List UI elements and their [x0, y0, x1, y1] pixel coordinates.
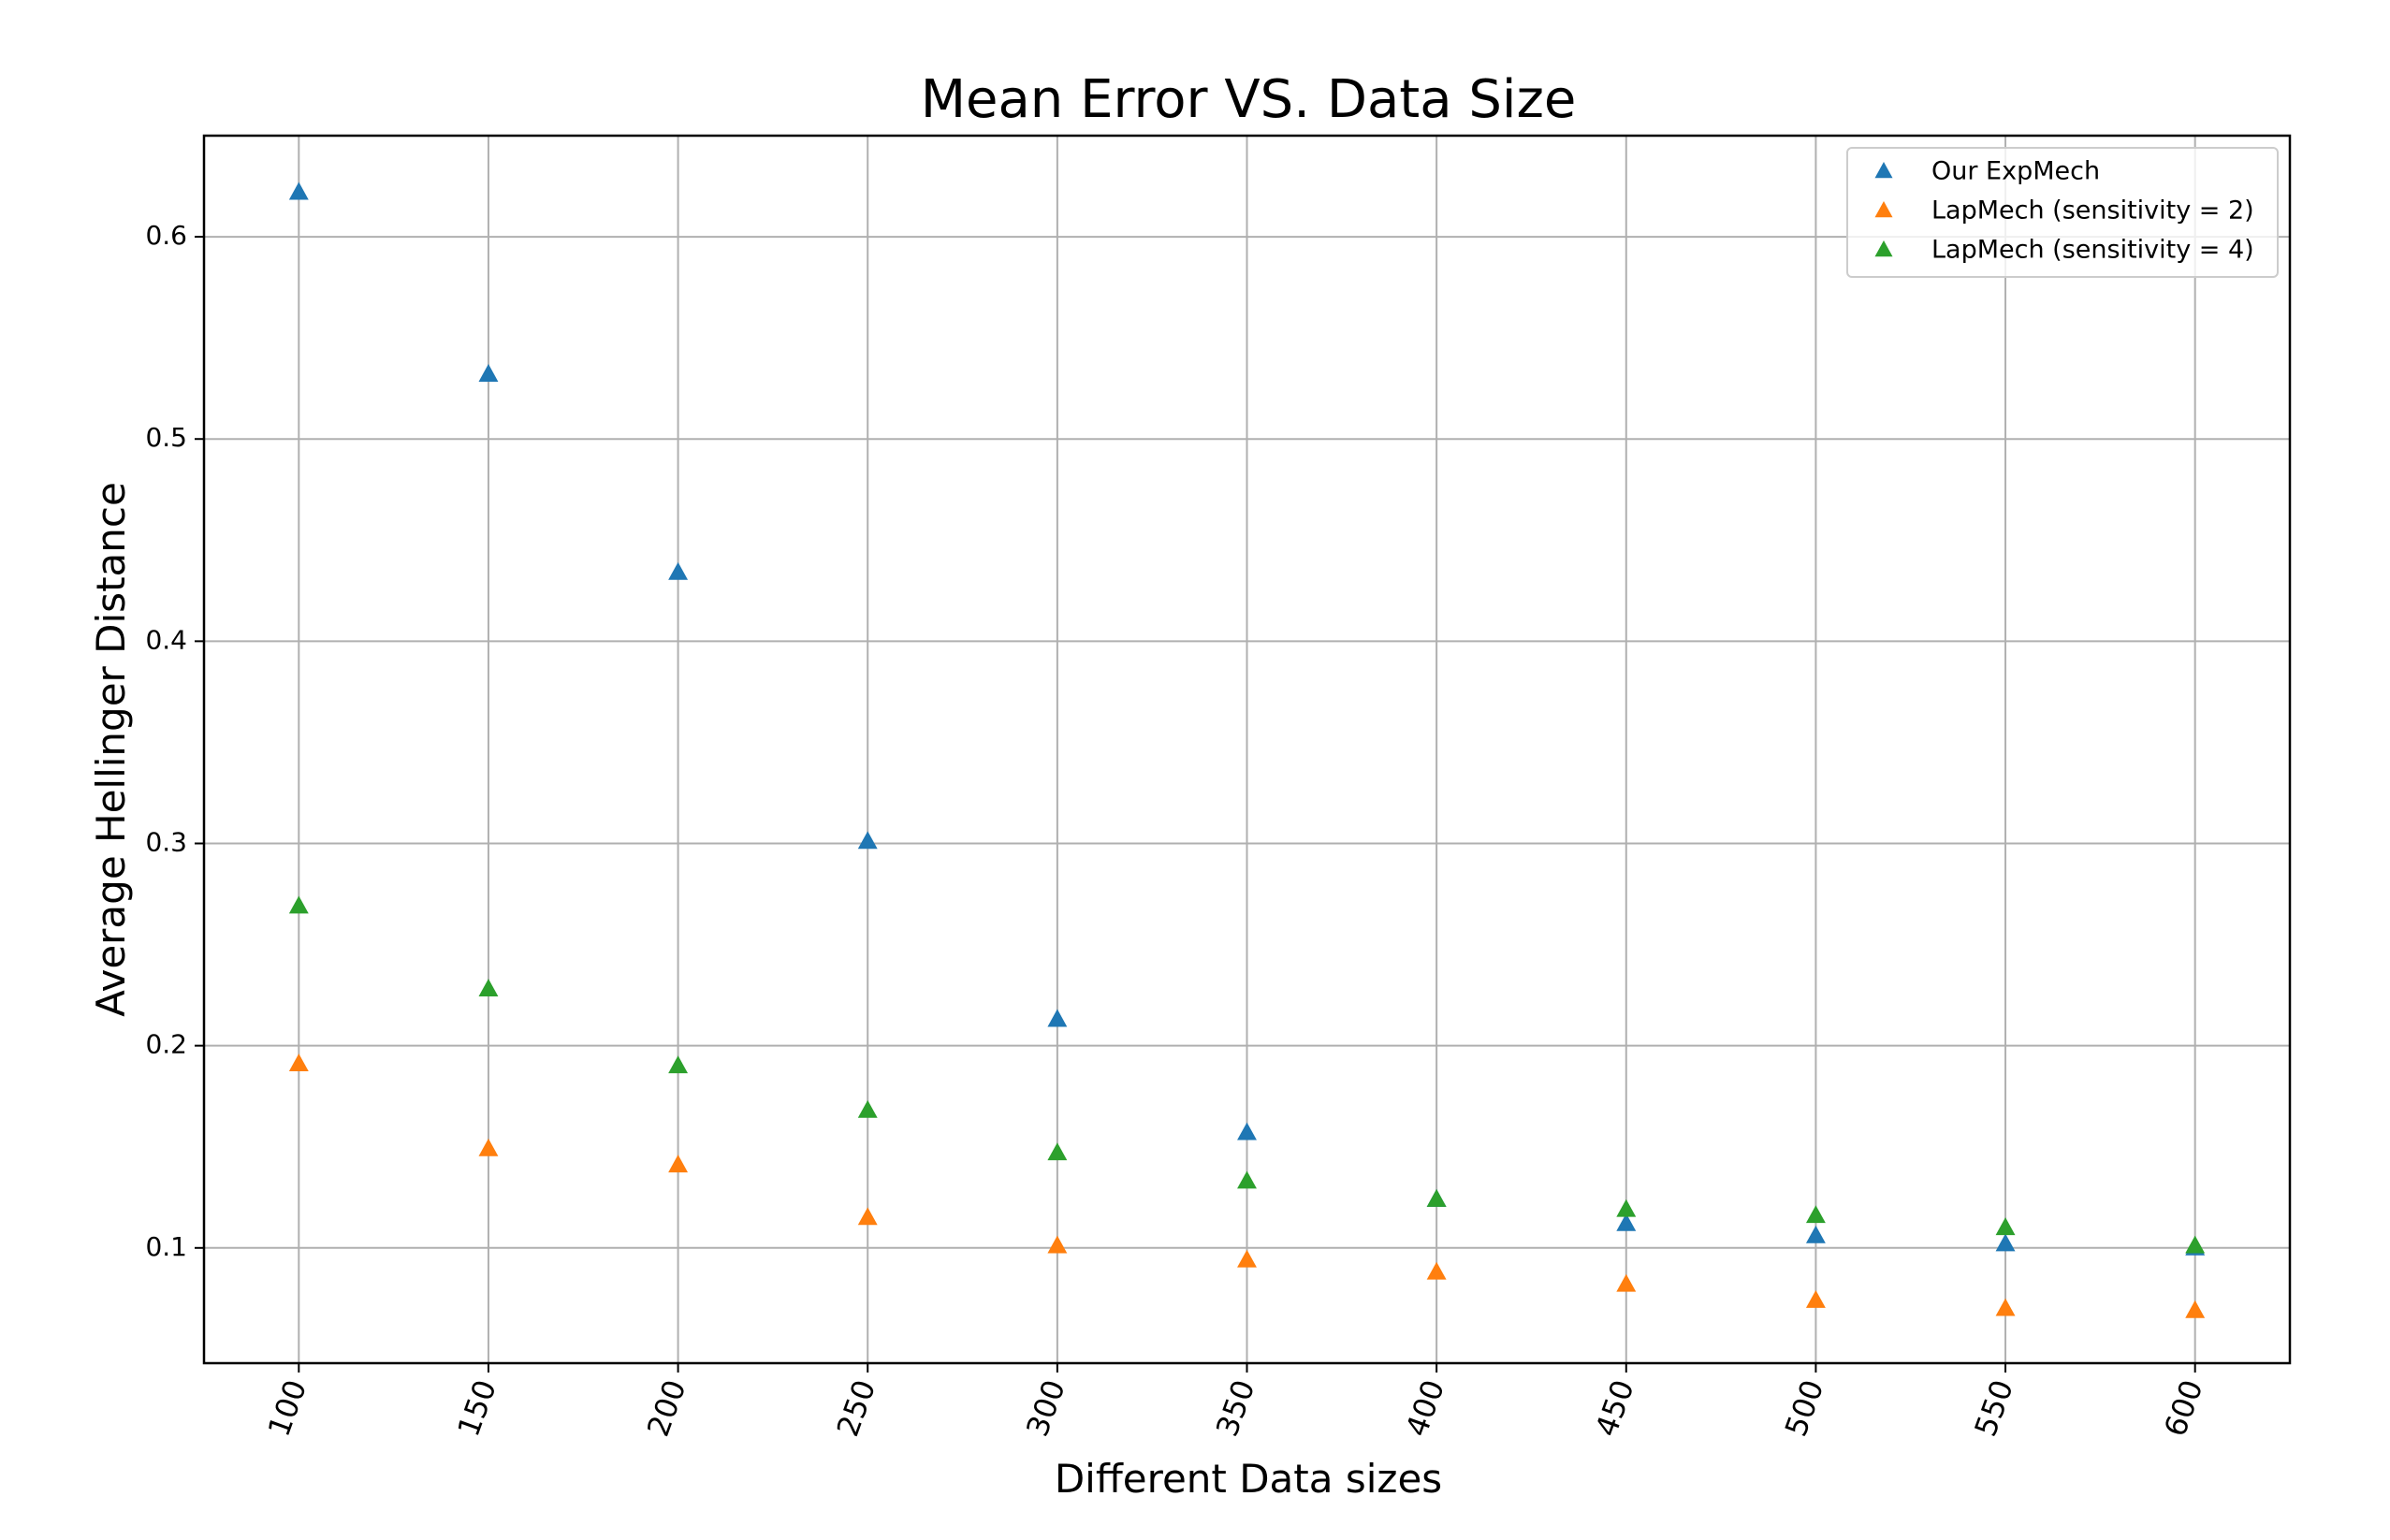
data-point-series-3	[857, 1099, 878, 1118]
data-point-series-3	[668, 1055, 689, 1074]
data-point-series-2	[1616, 1273, 1637, 1292]
legend: Our ExpMech LapMech (sensitivity = 2) LapM…	[1846, 147, 2279, 278]
data-point-series-2	[857, 1207, 878, 1226]
x-axis-label: Different Data sizes	[1055, 1456, 1442, 1502]
legend-frame	[1846, 147, 2279, 278]
data-point-series-2	[478, 1138, 499, 1156]
y-tick-label: 0.5	[145, 422, 187, 453]
x-tick-label: 600	[2157, 1375, 2210, 1441]
legend-marker	[1874, 162, 1893, 179]
x-tick-label: 250	[830, 1375, 883, 1441]
data-point-series-1	[668, 561, 689, 580]
y-tick-label: 0.4	[145, 624, 187, 655]
data-marks	[288, 182, 2206, 1318]
data-point-series-3	[1237, 1170, 1257, 1189]
data-point-series-3	[1616, 1199, 1637, 1217]
data-point-series-3	[1805, 1205, 1826, 1224]
data-point-series-3	[1426, 1188, 1447, 1207]
x-tick-label: 150	[450, 1375, 503, 1441]
data-point-series-1	[1995, 1233, 2016, 1252]
data-point-series-2	[1237, 1249, 1257, 1268]
x-tick-label: 550	[1967, 1375, 2020, 1441]
data-point-series-1	[1237, 1122, 1257, 1140]
legend-label: Our ExpMech	[1931, 157, 2100, 186]
data-point-series-1	[1616, 1213, 1637, 1231]
data-point-series-1	[478, 364, 499, 382]
y-tick-label: 0.1	[145, 1231, 187, 1262]
legend-label: LapMech (sensitivity = 2)	[1931, 196, 2254, 225]
y-tick-label: 0.6	[145, 220, 187, 251]
data-point-series-3	[288, 895, 309, 914]
legend-label: LapMech (sensitivity = 4)	[1931, 236, 2254, 265]
data-point-series-1	[1047, 1009, 1068, 1027]
data-point-series-2	[1995, 1298, 2016, 1316]
legend-marker	[1874, 240, 1893, 257]
y-tick-label: 0.3	[145, 827, 187, 858]
data-point-series-2	[668, 1155, 689, 1173]
data-point-series-3	[2185, 1235, 2206, 1254]
data-point-series-2	[1805, 1289, 1826, 1308]
data-point-series-1	[1805, 1225, 1826, 1243]
data-point-series-3	[1047, 1142, 1068, 1161]
data-point-series-2	[1426, 1261, 1447, 1280]
data-point-series-1	[857, 831, 878, 850]
x-tick-label: 100	[261, 1375, 314, 1441]
data-point-series-3	[478, 979, 499, 997]
y-axis-label: Average Hellinger Distance	[88, 482, 134, 1017]
x-tick-label: 350	[1209, 1375, 1262, 1441]
chart-title: Mean Error VS. Data Size	[921, 69, 1577, 130]
data-point-series-2	[288, 1053, 309, 1072]
x-axis-ticks: 100 150 200 250 300 350 400 450 500 550 600	[261, 1363, 2210, 1441]
y-axis-ticks: 0.1 0.2 0.3 0.4 0.5 0.6	[145, 220, 204, 1262]
x-tick-label: 500	[1778, 1375, 1831, 1441]
legend-marker	[1874, 201, 1893, 218]
data-point-series-3	[1995, 1217, 2016, 1236]
data-point-series-2	[2185, 1300, 2206, 1318]
x-tick-label: 200	[640, 1375, 693, 1441]
x-tick-label: 400	[1399, 1375, 1452, 1441]
y-tick-label: 0.2	[145, 1029, 187, 1060]
data-point-series-2	[1047, 1235, 1068, 1254]
x-tick-label: 450	[1588, 1375, 1641, 1441]
x-tick-label: 300	[1019, 1375, 1072, 1441]
data-point-series-1	[288, 182, 309, 200]
grid	[204, 136, 2290, 1363]
